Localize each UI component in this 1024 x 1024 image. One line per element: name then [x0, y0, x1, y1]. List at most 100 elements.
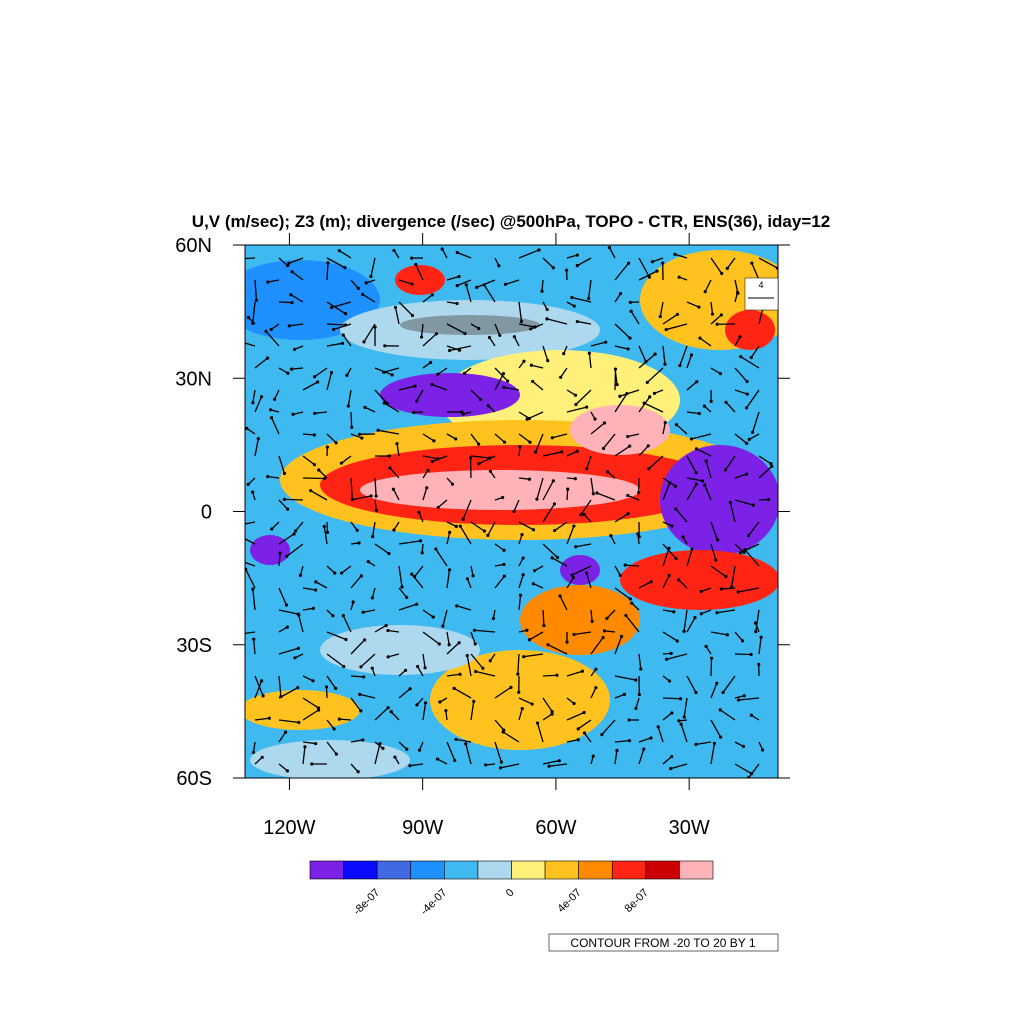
- wind-arrow: [676, 424, 688, 435]
- wind-arrow-head: [522, 655, 526, 659]
- wind-arrow-head: [697, 411, 701, 416]
- wind-arrow: [494, 367, 509, 382]
- wind-arrow: [659, 301, 664, 317]
- wind-arrow: [625, 615, 640, 633]
- wind-arrow-head: [565, 640, 569, 644]
- y-tick-label: 60S: [176, 768, 212, 790]
- wind-arrow-head: [309, 489, 313, 493]
- wind-arrow-head: [284, 730, 288, 734]
- wind-arrow-head: [455, 284, 459, 288]
- wind-arrow-head: [607, 245, 611, 250]
- wind-arrow: [744, 549, 760, 567]
- wind-arrow: [394, 307, 400, 325]
- wind-arrow-head: [516, 672, 520, 676]
- colorbar-box: [511, 860, 546, 880]
- wind-arrow-head: [724, 400, 728, 404]
- wind-arrow-head: [502, 574, 506, 578]
- colorbar-label: 0: [504, 887, 517, 900]
- wind-arrow-head: [661, 261, 665, 265]
- wind-arrow-head: [455, 604, 459, 608]
- wind-arrow-head: [531, 582, 535, 586]
- wind-arrow-head: [386, 655, 390, 659]
- wind-arrow-head: [239, 523, 242, 526]
- wind-arrow-head: [572, 701, 576, 706]
- wind-arrow: [566, 739, 579, 743]
- wind-arrow: [360, 653, 376, 668]
- wind-arrow: [299, 565, 304, 576]
- wind-arrow-head: [678, 697, 683, 701]
- wind-arrow: [675, 508, 688, 523]
- wind-arrow-head: [360, 436, 364, 440]
- wind-arrow: [278, 626, 288, 633]
- wind-arrow-head: [615, 748, 619, 752]
- x-tick-label: 120W: [263, 817, 315, 839]
- wind-arrow-head: [672, 610, 676, 614]
- wind-arrow-head: [465, 577, 470, 581]
- wind-arrow: [614, 565, 621, 576]
- wind-arrow-head: [392, 528, 396, 532]
- wind-arrow: [475, 670, 496, 677]
- y-tick-label: 30N: [175, 368, 212, 390]
- wind-arrow: [350, 495, 372, 501]
- wind-arrow: [740, 356, 760, 369]
- wind-arrow: [662, 712, 673, 721]
- wind-arrow: [631, 602, 640, 611]
- wind-arrow: [446, 673, 461, 677]
- wind-arrow-head: [587, 296, 591, 301]
- wind-arrow-head: [270, 527, 274, 531]
- wind-arrow: [710, 314, 722, 325]
- wind-arrow-head: [564, 268, 569, 272]
- wind-arrow: [415, 264, 424, 281]
- wind-arrow: [494, 686, 512, 699]
- wind-arrow-head: [527, 638, 532, 642]
- wind-arrow: [662, 422, 666, 435]
- wind-arrow-head: [605, 616, 609, 620]
- wind-arrow-head: [359, 665, 363, 669]
- wind-arrow: [700, 587, 712, 593]
- wind-arrow-head: [574, 545, 578, 549]
- wind-arrow-head: [517, 690, 521, 694]
- wind-arrow: [466, 578, 472, 589]
- wind-arrow: [518, 708, 523, 721]
- wind-arrow: [252, 389, 256, 403]
- wind-arrow-head: [498, 333, 502, 337]
- wind-arrow: [518, 323, 536, 328]
- wind-arrow-head: [531, 528, 536, 532]
- wind-arrow-head: [626, 261, 631, 265]
- wind-arrow: [333, 323, 352, 331]
- wind-arrow-head: [256, 437, 260, 441]
- wind-arrow-head: [487, 335, 492, 340]
- wind-arrow: [398, 540, 421, 545]
- title: U,V (m/sec); Z3 (m); divergence (/sec) @…: [192, 212, 830, 231]
- wind-arrow: [302, 455, 315, 466]
- wind-arrow-head: [579, 513, 583, 517]
- wind-arrow-head: [436, 372, 440, 376]
- colorbar-box: [611, 860, 647, 880]
- wind-arrow-head: [378, 741, 382, 746]
- wind-arrow-head: [282, 497, 286, 502]
- wind-arrow: [577, 320, 592, 325]
- wind-arrow: [722, 675, 736, 693]
- wind-arrow: [518, 249, 540, 259]
- wind-arrow: [364, 406, 376, 413]
- wind-arrow-head: [334, 752, 339, 756]
- wind-arrow-head: [590, 619, 594, 623]
- wind-arrow: [390, 711, 400, 721]
- wind-arrow: [614, 369, 617, 391]
- wind-arrow: [476, 279, 496, 289]
- wind-arrow: [710, 683, 718, 699]
- wind-arrow: [470, 701, 475, 721]
- wind-arrow: [271, 521, 280, 530]
- wind-arrow: [638, 345, 647, 363]
- wind-arrow-head: [555, 673, 559, 677]
- wind-arrow: [422, 631, 440, 645]
- wind-arrow: [470, 455, 490, 459]
- wind-arrow-head: [423, 701, 428, 705]
- wind-arrow: [587, 279, 592, 299]
- wind-arrow-head: [518, 445, 522, 449]
- wind-arrow-head: [502, 548, 506, 552]
- wind-arrow-head: [637, 491, 641, 495]
- wind-arrow-head: [346, 404, 350, 408]
- wind-arrow-head: [294, 529, 298, 533]
